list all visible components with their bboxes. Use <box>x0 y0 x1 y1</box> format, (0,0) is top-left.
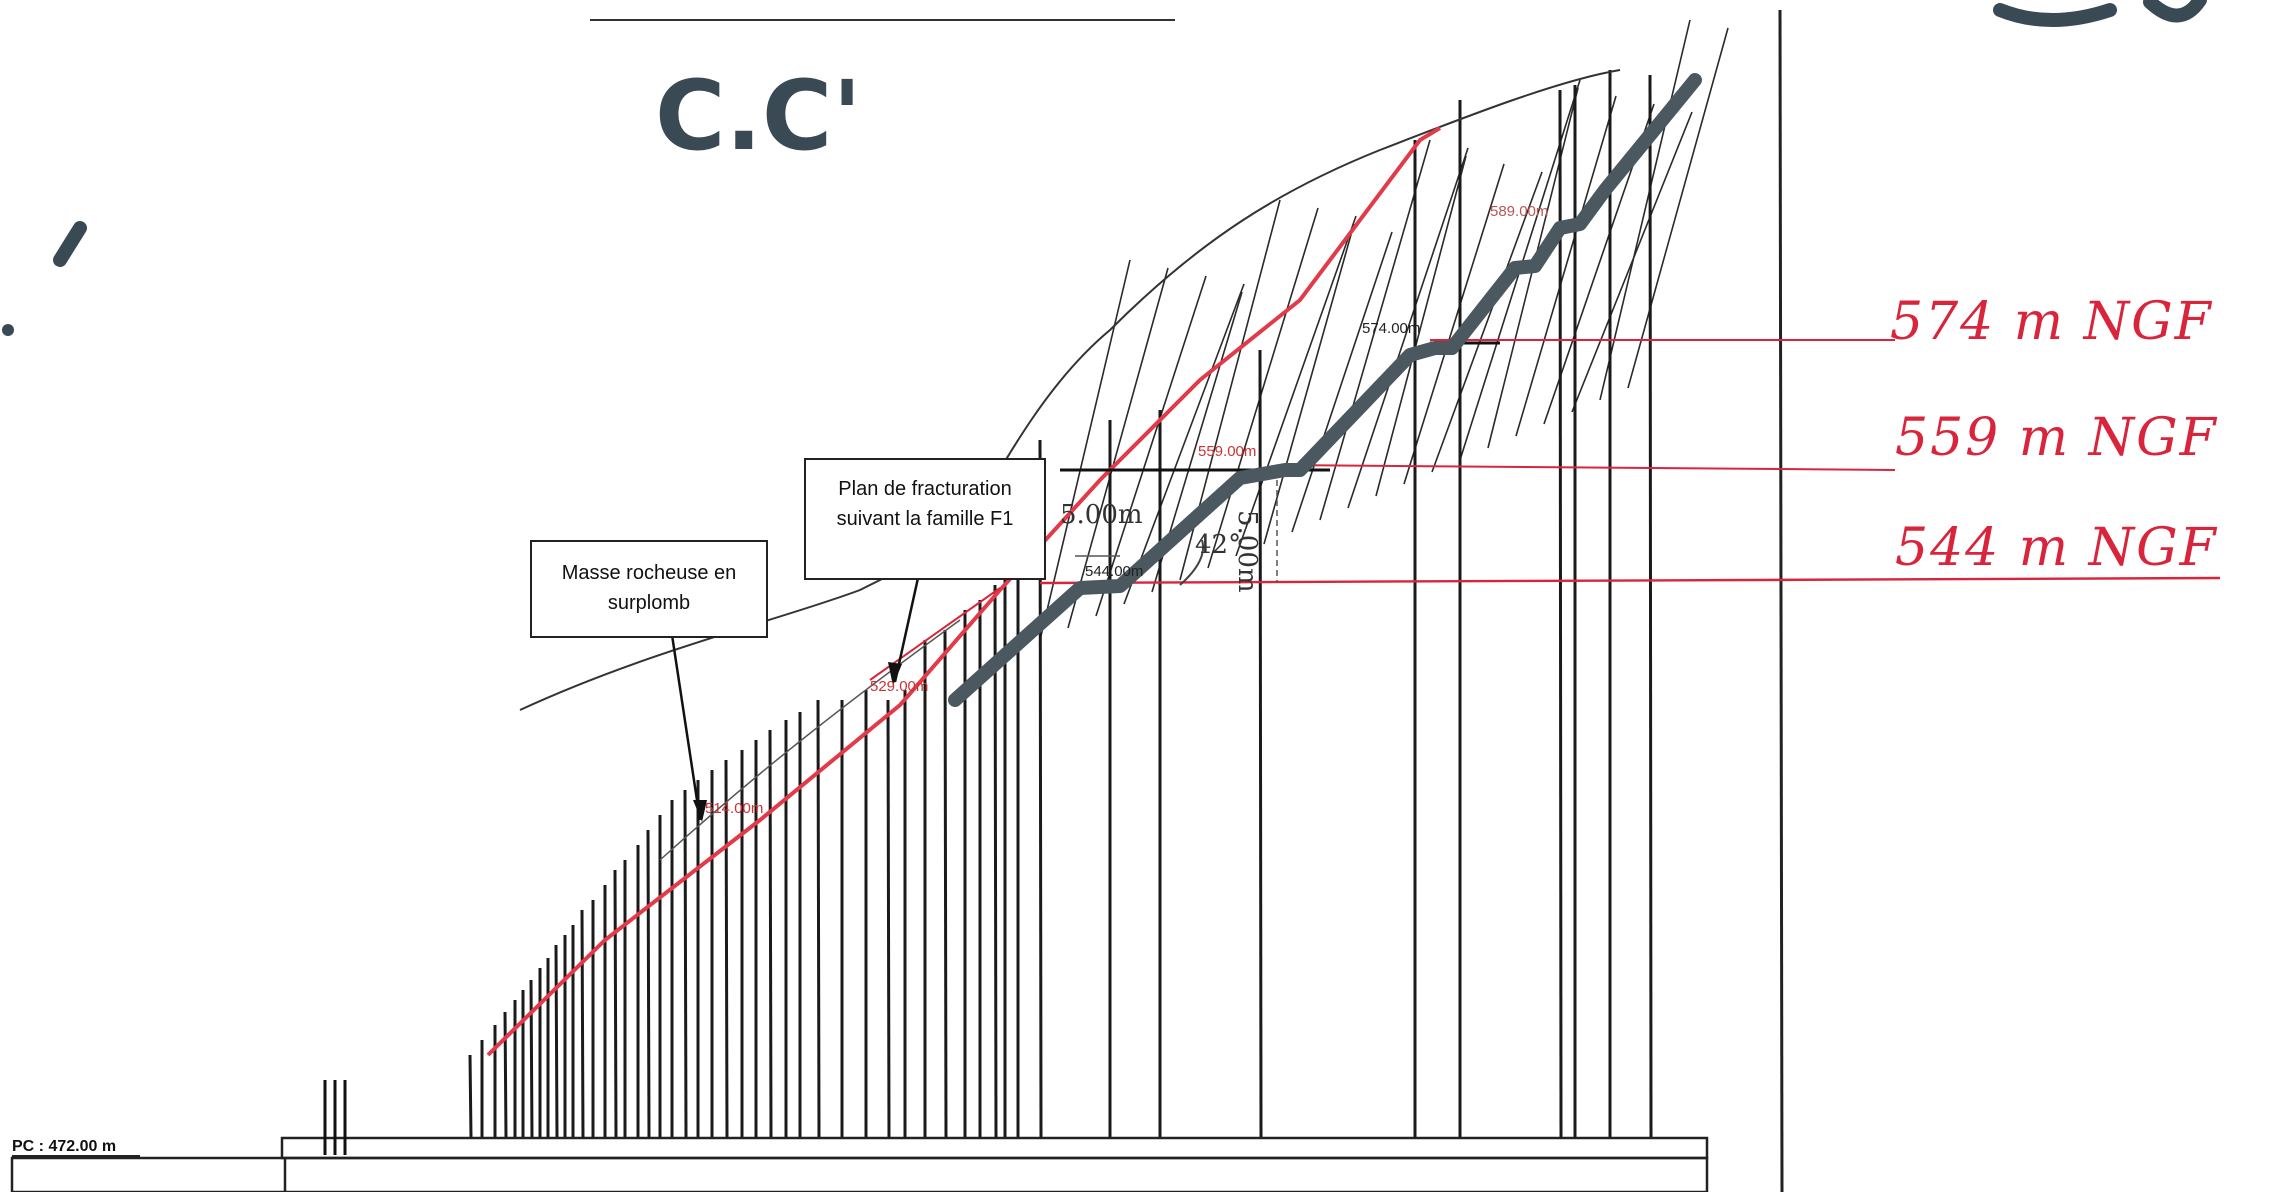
column-line <box>646 829 651 1139</box>
leader-masse <box>670 634 702 821</box>
elevation-529: 529.00m <box>870 678 929 695</box>
hatch-stroke <box>1095 275 1207 617</box>
leader-masse-arrowhead <box>693 800 707 822</box>
hatch-stroke <box>1039 259 1131 641</box>
right-border <box>1778 9 1784 1193</box>
elevation-589: 589.00m <box>1490 203 1549 220</box>
hatch-stroke <box>1207 207 1319 569</box>
column-line <box>554 944 559 1139</box>
column-line <box>613 869 618 1139</box>
elevation-544: 544.00m <box>1085 563 1144 580</box>
level-line-559 <box>1279 464 1896 471</box>
callout-plan-fracturation: Plan de fracturation suivant la famille … <box>804 458 1046 580</box>
base-plate <box>280 1136 1709 1160</box>
elevation-574: 574.00m <box>1362 320 1421 337</box>
column-line <box>943 629 948 1139</box>
hatch-stroke <box>1235 215 1357 557</box>
quote-dot-left <box>2 324 14 336</box>
column-line <box>503 1011 508 1139</box>
hatch-stroke <box>1403 163 1505 485</box>
column-line <box>1558 89 1563 1139</box>
hatch-stroke <box>1375 155 1467 497</box>
elevation-559: 559.00m <box>1198 443 1257 460</box>
hatch-stroke <box>1263 223 1355 545</box>
hatch-stroke <box>1599 19 1691 401</box>
reference-level: PC : 472.00 m <box>12 1138 117 1155</box>
base-plate-lower <box>10 1156 1709 1194</box>
bench-profile <box>948 73 1702 707</box>
borehole-lines <box>468 70 1653 1139</box>
leader-plan-arrowhead <box>888 662 902 686</box>
callout-masse-rocheuse: Masse rocheuse en surplomb <box>530 540 768 638</box>
level-label-544: 544 m NGF <box>1895 518 2218 578</box>
column-line <box>886 699 891 1139</box>
lower-envelope <box>659 619 961 861</box>
hatch-stroke <box>1291 231 1393 533</box>
hatch-stroke <box>1627 27 1729 389</box>
column-line <box>816 699 821 1139</box>
hatch-stroke <box>1123 283 1245 605</box>
column-line <box>724 759 729 1139</box>
column-line <box>993 584 998 1139</box>
level-label-574: 574 m NGF <box>1890 292 2213 352</box>
quote-mark-left <box>53 221 87 267</box>
column-line <box>468 1054 473 1139</box>
column-line <box>529 979 534 1139</box>
column-line <box>683 789 688 1139</box>
hatch-stroke <box>1067 267 1169 629</box>
angle-label: 42° <box>1195 530 1242 560</box>
column-line <box>1648 74 1653 1139</box>
dim-horizontal-label: 5.00m <box>1060 500 1143 530</box>
level-label-559: 559 m NGF <box>1895 408 2218 468</box>
hatch-stroke <box>1319 139 1431 521</box>
elevation-514: 514.00m <box>705 800 764 817</box>
hatch-stroke <box>1431 171 1543 473</box>
level-line-544 <box>1039 576 2221 585</box>
column-line <box>768 729 773 1139</box>
title-corner-mark <box>1993 0 2207 27</box>
hatch-stroke <box>1515 95 1617 437</box>
section-title: C.C' <box>655 60 862 172</box>
angle-arc <box>1179 539 1204 586</box>
slope-line <box>486 126 1442 1057</box>
hatch-stroke <box>1347 147 1469 509</box>
column-line <box>580 909 585 1139</box>
